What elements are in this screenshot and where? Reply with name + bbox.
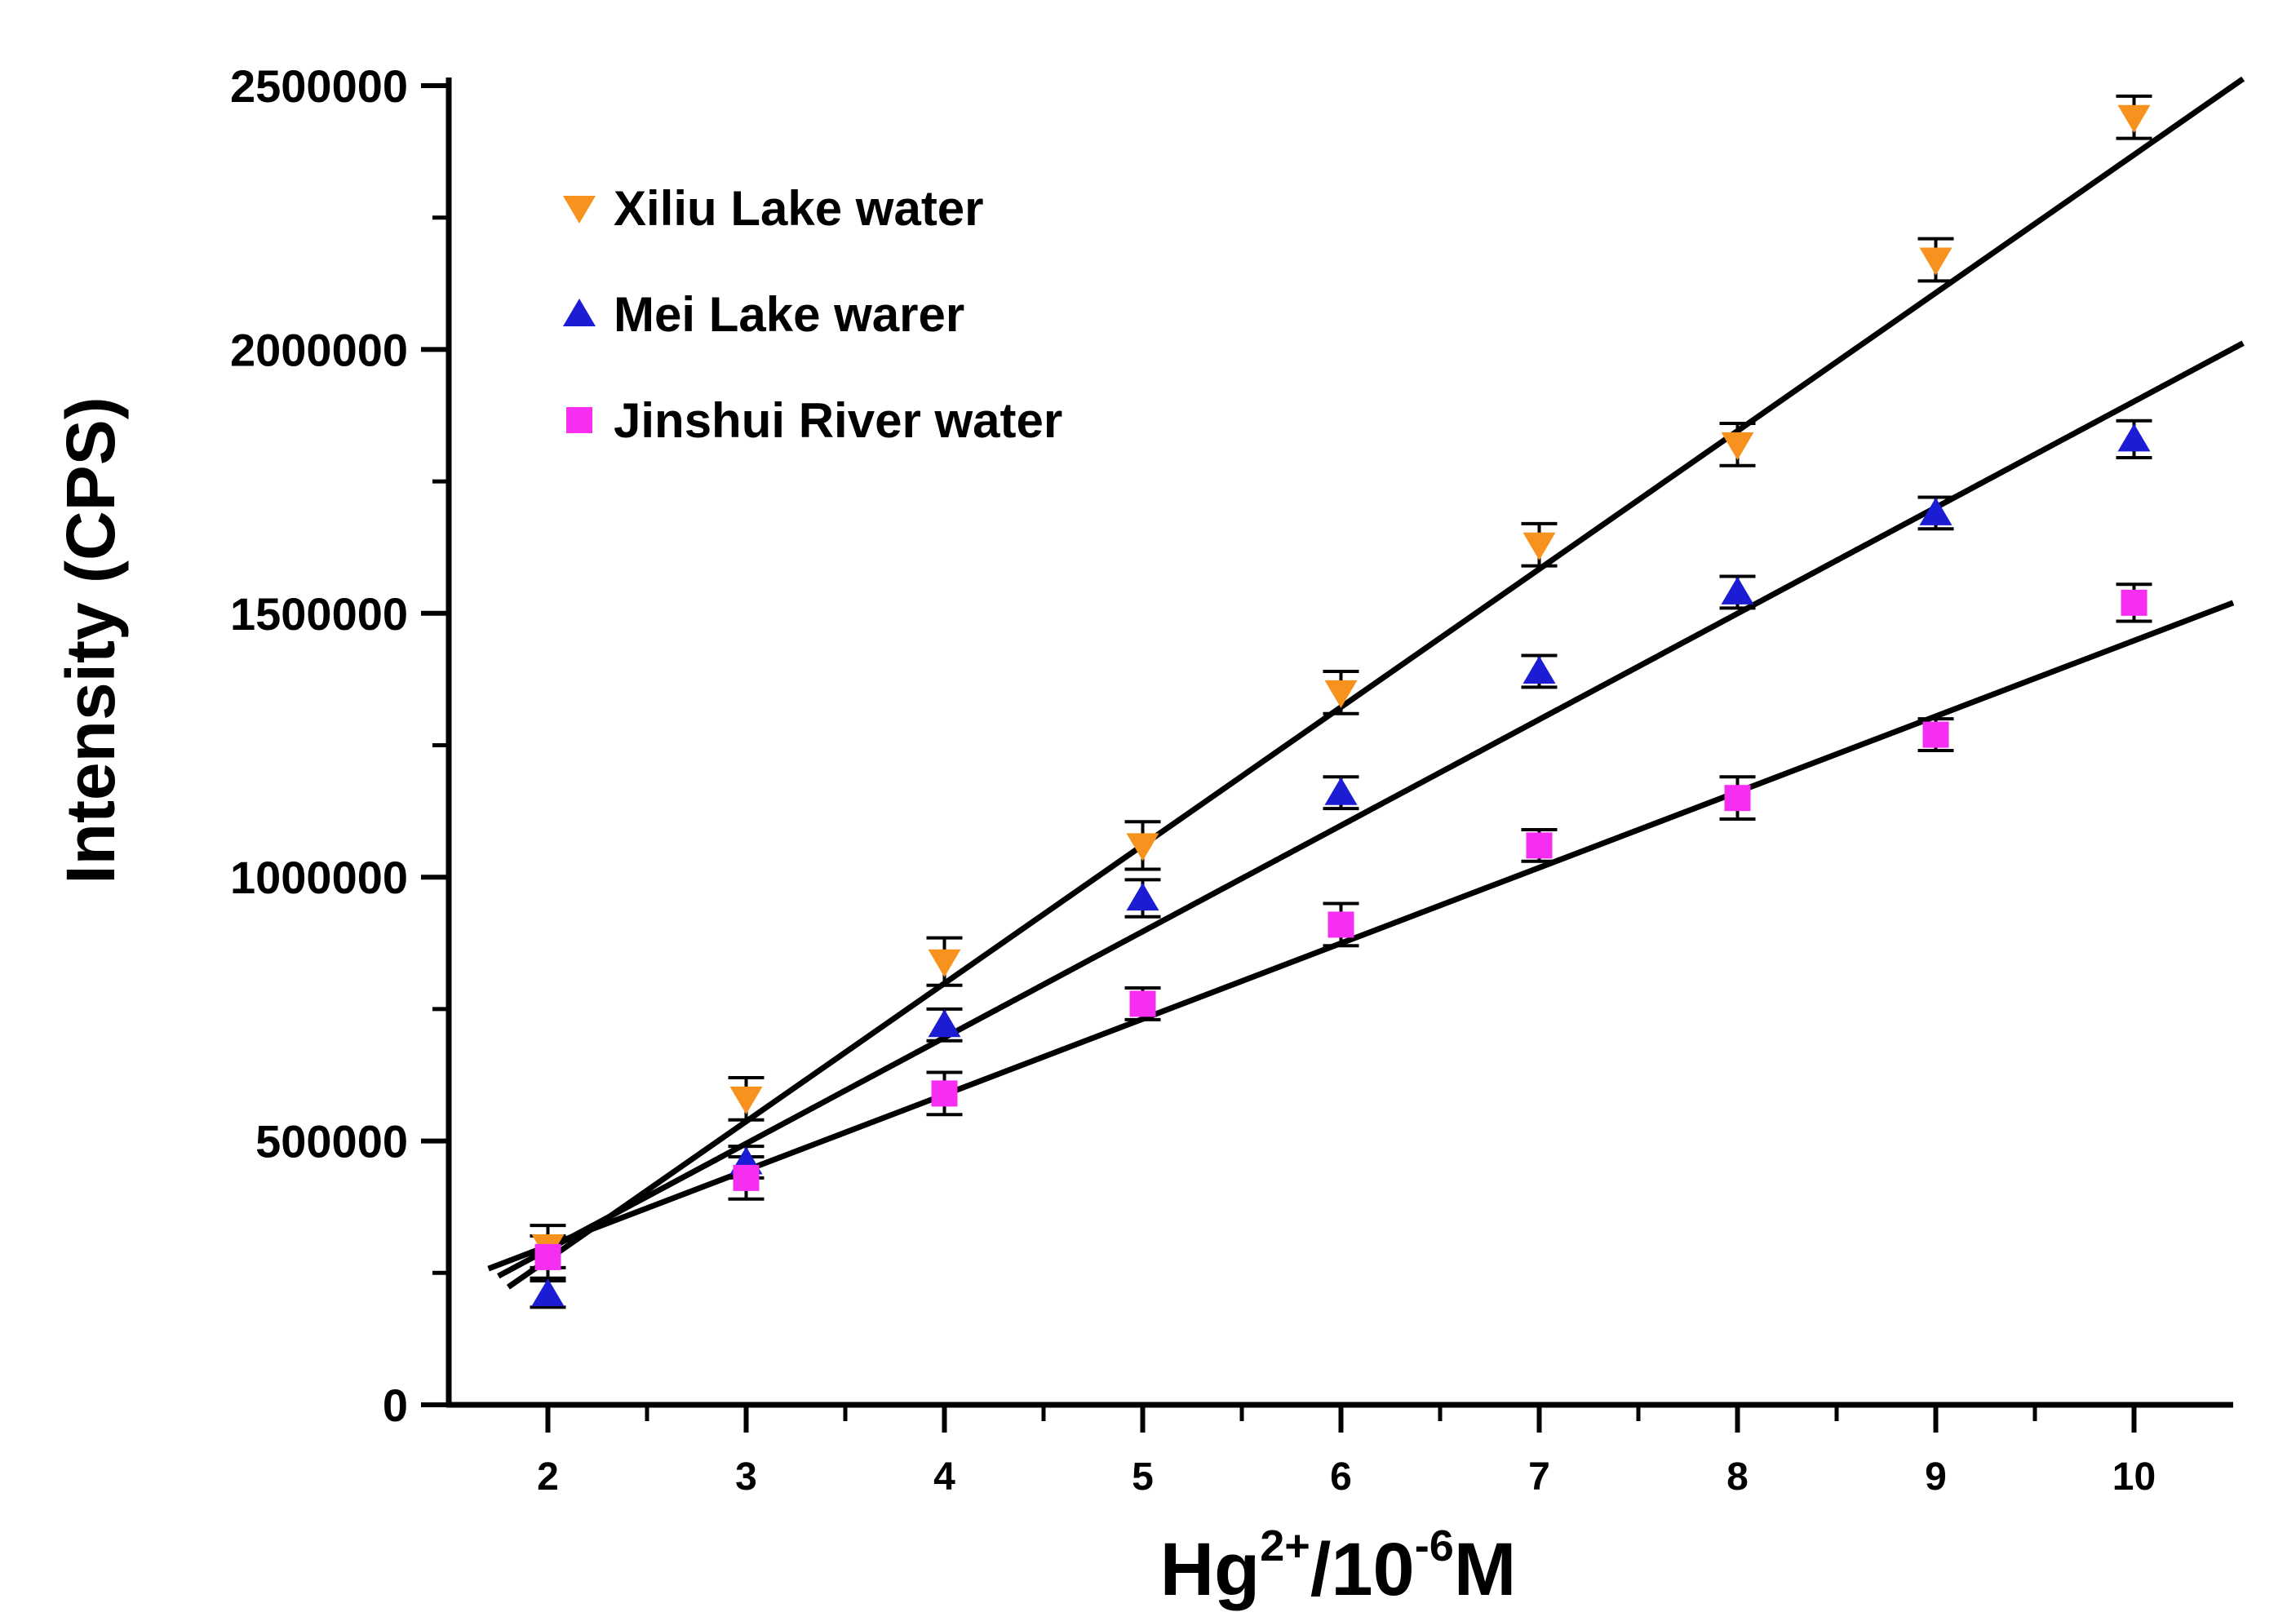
data-point-xiliu-lake-water <box>1523 532 1556 560</box>
data-point-jinshui-river-water <box>733 1164 760 1191</box>
x-axis-title-base: Hg <box>1160 1528 1261 1611</box>
x-tick-label: 10 <box>2112 1455 2156 1499</box>
y-tick-label: 1000000 <box>230 852 408 903</box>
y-ticks: 0 500000 1000000 1500000 2000000 2500000 <box>230 60 449 1431</box>
x-tick-label: 5 <box>1132 1455 1154 1499</box>
legend-item-mei-lake-warer: Mei Lake warer <box>563 287 964 342</box>
data-point-mei-lake-warer <box>1721 576 1754 605</box>
data-point-mei-lake-warer <box>2117 423 2151 452</box>
legend-label: Xiliu Lake water <box>614 181 984 236</box>
data-point-jinshui-river-water <box>1922 721 1949 748</box>
plot-area <box>487 76 2245 1309</box>
fit-line-xiliu-lake-water <box>506 76 2245 1290</box>
data-point-xiliu-lake-water <box>928 949 961 977</box>
data-point-jinshui-river-water <box>1724 785 1751 812</box>
y-tick-label: 0 <box>383 1380 408 1431</box>
x-tick-label: 7 <box>1528 1455 1550 1499</box>
legend-label: Jinshui River water <box>614 393 1062 448</box>
y-tick-label: 1500000 <box>230 588 408 640</box>
data-point-jinshui-river-water <box>1328 911 1354 938</box>
x-tick-label: 9 <box>1925 1455 1947 1499</box>
legend-label: Mei Lake warer <box>614 287 964 342</box>
fit-lines <box>487 76 2245 1290</box>
data-point-xiliu-lake-water <box>1721 432 1754 460</box>
data-point-mei-lake-warer <box>1919 497 1952 525</box>
y-tick-label: 2000000 <box>230 324 408 375</box>
data-point-mei-lake-warer <box>1126 883 1159 911</box>
data-point-xiliu-lake-water <box>729 1086 763 1114</box>
y-tick-label: 500000 <box>255 1116 408 1167</box>
axes: 0 500000 1000000 1500000 2000000 2500000 2 3 4 5… <box>230 60 2233 1499</box>
x-tick-label: 6 <box>1330 1455 1352 1499</box>
x-axis-title: Hg2+/10-6M <box>1160 1521 1517 1611</box>
x-axis-title-mid: /10 <box>1310 1528 1415 1611</box>
fit-line-jinshui-river-water <box>487 600 2235 1272</box>
legend-item-jinshui-river-water: Jinshui River water <box>566 393 1062 448</box>
x-tick-label: 3 <box>735 1455 757 1499</box>
data-point-xiliu-lake-water <box>1324 680 1358 708</box>
legend-item-xiliu-lake-water: Xiliu Lake water <box>563 181 984 236</box>
data-point-jinshui-river-water <box>534 1243 561 1270</box>
data-markers <box>531 104 2151 1307</box>
data-point-mei-lake-warer <box>1523 655 1556 684</box>
data-point-xiliu-lake-water <box>1919 247 1952 276</box>
data-point-jinshui-river-water <box>931 1080 958 1107</box>
x-tick-label: 4 <box>933 1455 955 1499</box>
data-point-mei-lake-warer <box>928 1009 961 1038</box>
data-point-xiliu-lake-water <box>2117 104 2151 133</box>
legend-marker <box>563 299 596 326</box>
legend: Xiliu Lake water Mei Lake warer Jinshui Ri… <box>563 181 1062 448</box>
y-axis-title: Intensity (CPS) <box>52 396 129 884</box>
y-tick-label: 2500000 <box>230 60 408 112</box>
x-tick-label: 2 <box>537 1455 559 1499</box>
data-point-jinshui-river-water <box>1129 990 1156 1017</box>
legend-marker <box>563 196 596 224</box>
fit-line-mei-lake-warer <box>497 340 2245 1279</box>
data-point-mei-lake-warer <box>1324 777 1358 805</box>
data-point-jinshui-river-water <box>2121 589 2148 616</box>
data-point-jinshui-river-water <box>1526 832 1553 859</box>
x-axis-title-base-sup: 2+ <box>1260 1521 1310 1570</box>
x-axis-title-unit: M <box>1454 1528 1517 1611</box>
data-point-xiliu-lake-water <box>1126 833 1159 861</box>
legend-marker <box>566 407 592 433</box>
x-tick-label: 8 <box>1726 1455 1749 1499</box>
data-point-mei-lake-warer <box>531 1278 565 1307</box>
x-axis-title-mid-sup: -6 <box>1415 1521 1454 1570</box>
x-ticks: 2 3 4 5 6 7 8 9 10 <box>537 1405 2156 1499</box>
